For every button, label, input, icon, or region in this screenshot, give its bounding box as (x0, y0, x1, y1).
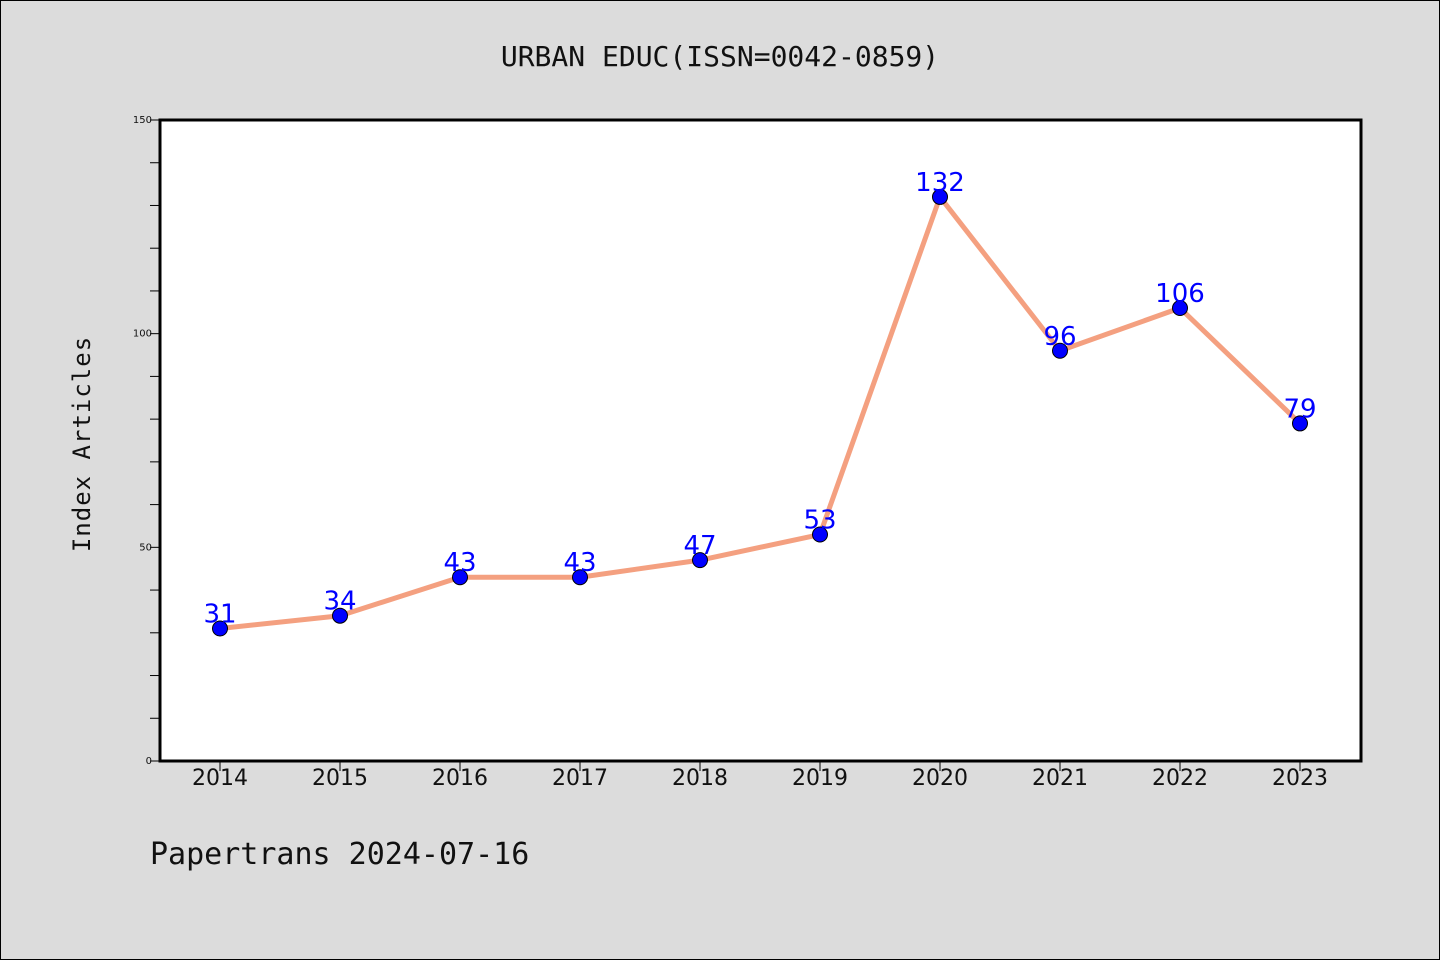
y-axis: 0 50 100 150 (133, 115, 160, 767)
data-point (452, 569, 468, 586)
x-tick-label: 2014 (192, 766, 248, 791)
data-point (812, 526, 828, 543)
x-tick-label: 2023 (1272, 766, 1328, 791)
x-tick-label: 2017 (552, 766, 608, 791)
x-tick-label: 2015 (312, 766, 368, 791)
data-point (572, 569, 588, 586)
plot-area (158, 118, 1363, 763)
x-tick-label: 2022 (1152, 766, 1208, 791)
x-tick-label: 2019 (792, 766, 848, 791)
y-tick-label: 150 (133, 115, 152, 126)
data-label: 106 (1155, 279, 1205, 309)
y-tick-label: 0 (146, 756, 152, 767)
data-label: 79 (1283, 394, 1316, 424)
y-tick-label: 50 (139, 542, 152, 553)
data-point (692, 552, 708, 569)
x-tick-label: 2021 (1032, 766, 1088, 791)
footer-text: Papertrans 2024-07-16 (150, 837, 529, 872)
data-label: 132 (915, 168, 965, 198)
data-point (932, 188, 948, 205)
data-labels-group: 31 34 43 43 47 53 132 96 106 79 (203, 168, 1316, 630)
data-label: 53 (803, 506, 836, 536)
x-axis: 2014 2015 2016 2017 2018 2019 2020 2021 2022 2023 (192, 761, 1328, 791)
data-label: 43 (563, 548, 596, 578)
x-tick-label: 2016 (432, 766, 488, 791)
y-tick-label: 100 (133, 329, 152, 340)
data-label: 43 (443, 548, 476, 578)
data-label: 47 (683, 531, 716, 561)
data-label: 96 (1043, 322, 1076, 352)
data-label: 34 (323, 587, 356, 617)
y-axis-label: Index Articles (68, 336, 96, 552)
data-point (1172, 300, 1188, 317)
data-label: 31 (203, 600, 236, 630)
chart-title: URBAN EDUC(ISSN=0042-0859) (501, 40, 939, 73)
data-point (332, 607, 348, 624)
data-point (1292, 415, 1308, 432)
data-point (1052, 342, 1068, 359)
series-line-group (217, 194, 1303, 632)
series-points-group (212, 188, 1308, 637)
data-point (212, 620, 228, 637)
x-tick-label: 2018 (672, 766, 728, 791)
series-line (217, 194, 1303, 632)
x-tick-label: 2020 (912, 766, 968, 791)
